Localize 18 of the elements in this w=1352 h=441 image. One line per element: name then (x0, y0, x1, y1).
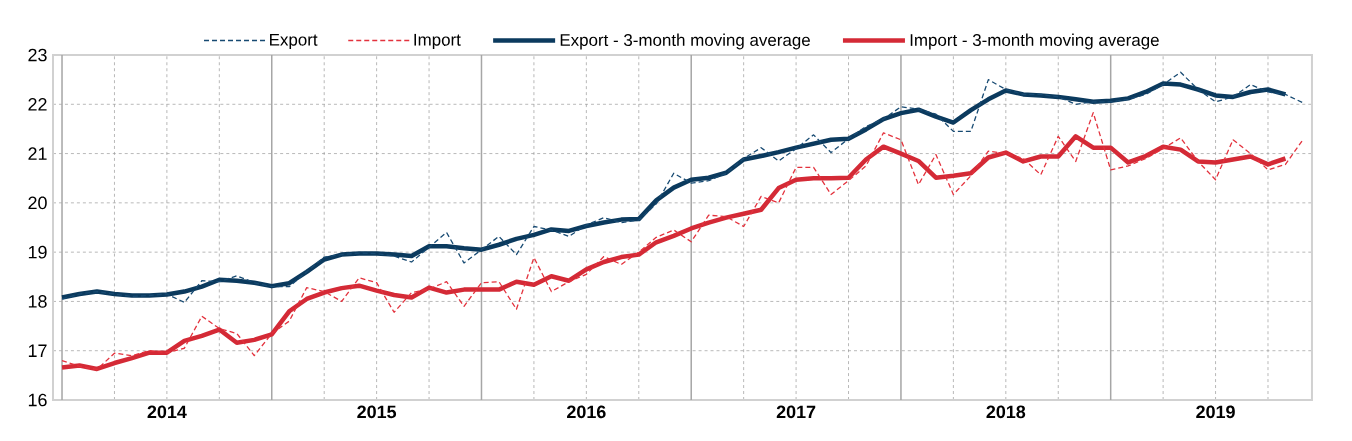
y-tick-label: 23 (28, 48, 47, 62)
y-tick-label: 22 (28, 98, 47, 111)
y-tick-label: 20 (28, 196, 47, 210)
legend-label: Export - 3-month moving average (560, 33, 810, 50)
x-tick-label: 2019 (1196, 405, 1235, 419)
x-tick-label: 2015 (357, 405, 397, 419)
y-tick-label: 18 (28, 295, 47, 308)
x-tick-label: 2017 (776, 405, 816, 419)
x-tick-label: 2014 (147, 405, 187, 419)
y-tick-label: 19 (28, 245, 47, 259)
x-tick-label: 2016 (567, 405, 606, 419)
legend-label: Import - 3-month moving average (910, 33, 1159, 50)
y-tick-label: 16 (28, 393, 47, 407)
y-tick-label: 21 (28, 147, 47, 160)
y-tick-label: 17 (28, 344, 47, 357)
legend-label: Import (414, 33, 461, 50)
x-tick-label: 2018 (986, 405, 1026, 419)
legend-label: Export (270, 33, 318, 50)
